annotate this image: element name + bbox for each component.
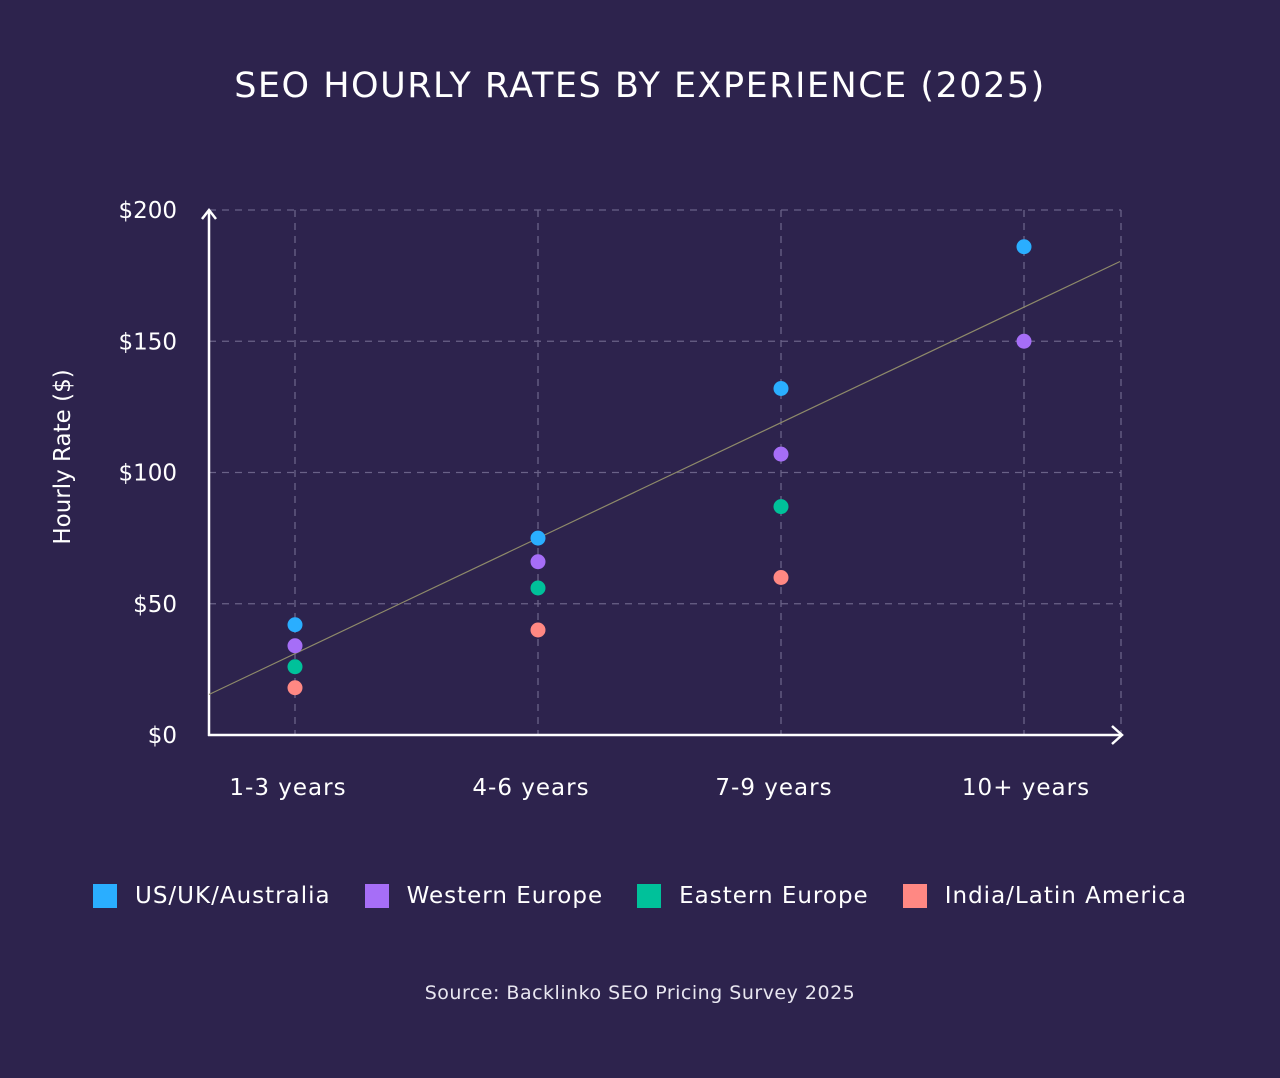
- legend-swatch: [637, 884, 662, 908]
- y-tick-label: $200: [118, 198, 177, 224]
- legend-swatch: [364, 884, 389, 908]
- trendline: [208, 260, 1121, 696]
- data-point-western-europe: [287, 638, 303, 654]
- legend-label: Western Europe: [406, 883, 604, 909]
- data-point-eastern-europe: [287, 659, 303, 675]
- chart-title: SEO HOURLY RATES BY EXPERIENCE (2025): [234, 66, 1046, 106]
- data-point-us-uk-australia: [1016, 239, 1032, 255]
- x-tick-label: 7-9 years: [715, 775, 832, 801]
- y-tick-label: $50: [133, 592, 177, 618]
- y-axis-label: Hourly Rate ($): [50, 369, 76, 544]
- legend-item-eastern-europe: Eastern Europe: [637, 883, 869, 909]
- legend-label: India/Latin America: [944, 883, 1187, 909]
- y-axis-arrow-icon: [201, 207, 217, 220]
- x-axis-arrow-icon: [1111, 725, 1124, 745]
- legend-swatch: [902, 884, 927, 908]
- data-point-us-uk-australia: [287, 617, 303, 633]
- y-tick-label: $150: [118, 329, 177, 355]
- data-point-india-latin-america: [773, 570, 789, 585]
- data-point-eastern-europe: [773, 499, 789, 515]
- x-tick-label: 10+ years: [962, 775, 1090, 801]
- data-point-india-latin-america: [287, 680, 303, 696]
- legend-item-western-europe: Western Europe: [364, 883, 604, 909]
- data-point-western-europe: [1016, 333, 1032, 349]
- data-point-eastern-europe: [530, 580, 546, 596]
- data-point-western-europe: [773, 446, 789, 462]
- legend-label: Eastern Europe: [679, 883, 869, 909]
- data-point-western-europe: [530, 554, 546, 570]
- legend-swatch: [92, 884, 117, 908]
- y-tick-label: $0: [148, 723, 177, 749]
- data-point-india-latin-america: [530, 622, 546, 638]
- legend-item-india-latin-america: India/Latin America: [902, 883, 1187, 909]
- legend-item-us-uk-australia: US/UK/Australia: [92, 883, 331, 909]
- x-tick-label: 4-6 years: [472, 775, 589, 801]
- x-tick-label: 1-3 years: [229, 775, 346, 801]
- data-point-us-uk-australia: [773, 381, 789, 396]
- data-point-us-uk-australia: [530, 530, 546, 546]
- y-tick-label: $100: [118, 461, 177, 487]
- legend-label: US/UK/Australia: [134, 883, 331, 909]
- source-note: Source: Backlinko SEO Pricing Survey 202…: [424, 982, 856, 1004]
- legend: US/UK/Australia Western Europe Eastern E…: [0, 883, 1280, 909]
